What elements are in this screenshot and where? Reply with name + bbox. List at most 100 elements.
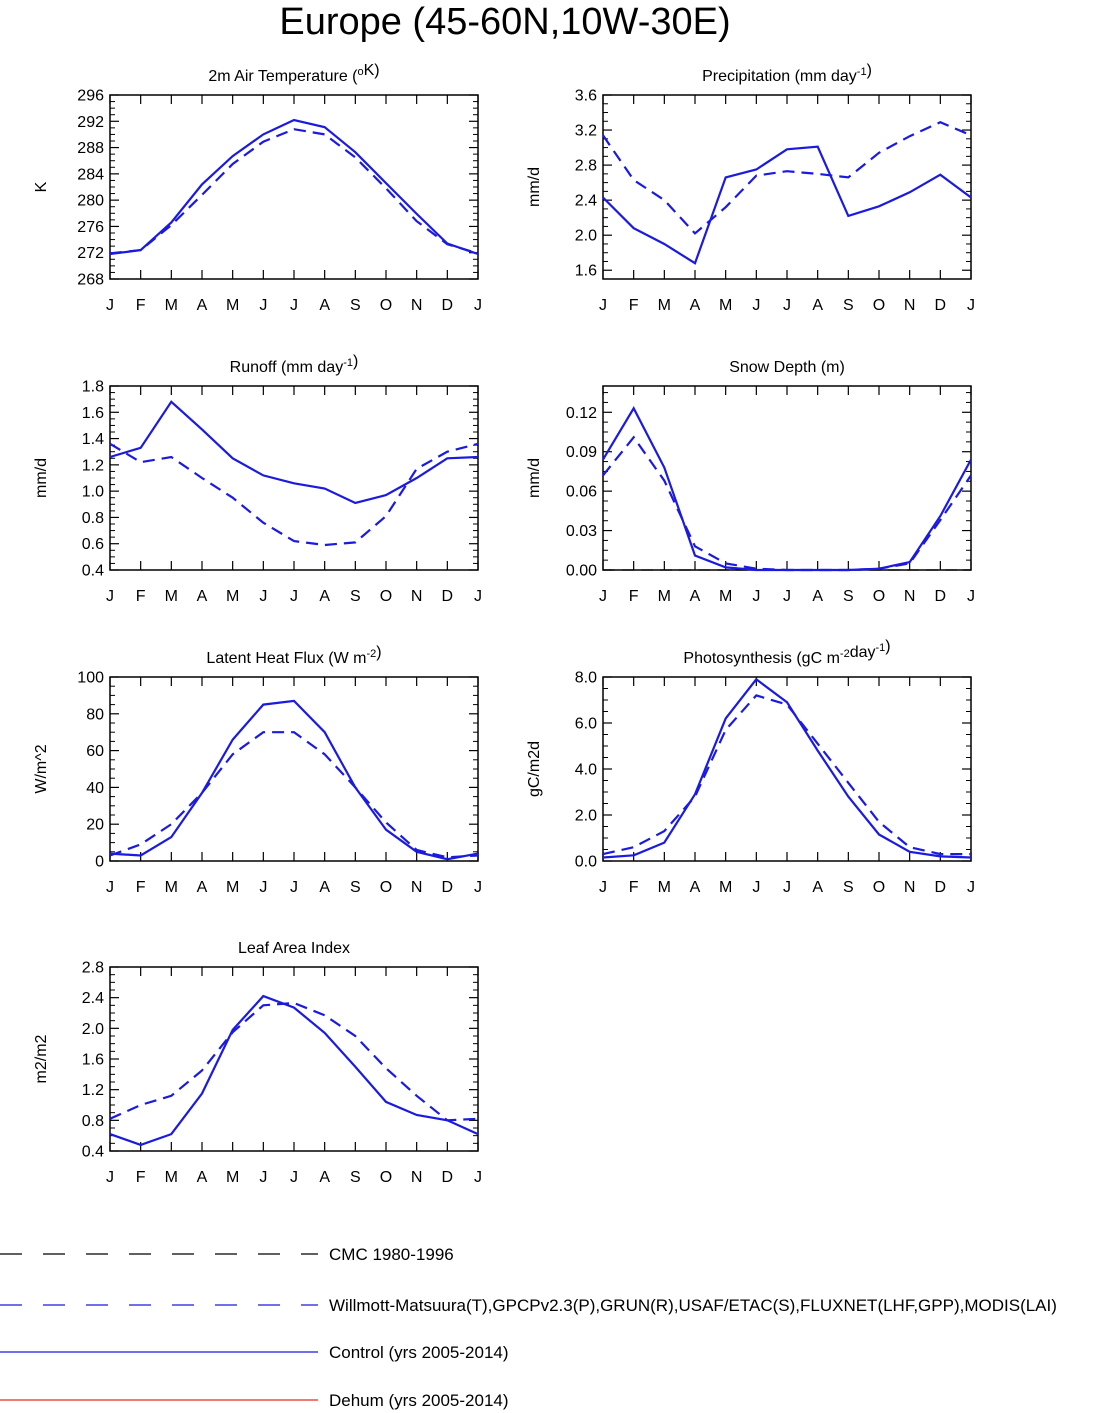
- y-tick-label: 40: [86, 780, 104, 797]
- x-tick-label: J: [967, 879, 975, 896]
- x-tick-label: J: [599, 297, 607, 314]
- x-tick-label: J: [474, 588, 482, 605]
- x-tick-label: J: [106, 297, 114, 314]
- y-tick-label: 2.4: [575, 193, 597, 210]
- x-tick-label: D: [442, 297, 454, 314]
- legend-label-control: Control (yrs 2005-2014): [329, 1343, 509, 1362]
- x-tick-label: A: [690, 297, 701, 314]
- x-tick-label: F: [629, 879, 639, 896]
- x-tick-label: S: [843, 297, 854, 314]
- x-tick-label: D: [442, 879, 454, 896]
- series-line-obs: [109, 1001, 479, 1122]
- x-tick-label: J: [106, 1169, 114, 1186]
- y-axis-label: mm/d: [526, 458, 543, 498]
- legend-label-dehum: Dehum (yrs 2005-2014): [329, 1391, 509, 1410]
- x-tick-label: J: [259, 879, 267, 896]
- x-tick-label: A: [197, 879, 208, 896]
- series-line-obs: [602, 694, 971, 856]
- y-tick-label: 2.8: [575, 158, 597, 175]
- y-tick-label: 3.6: [575, 88, 597, 105]
- series-line-obs: [602, 120, 972, 235]
- x-tick-label: J: [474, 879, 482, 896]
- y-tick-label: 1.2: [82, 457, 104, 474]
- x-tick-label: D: [935, 297, 947, 314]
- y-tick-label: 280: [77, 193, 104, 210]
- x-tick-label: O: [380, 1169, 392, 1186]
- x-tick-label: M: [658, 588, 671, 605]
- x-tick-label: D: [442, 588, 454, 605]
- legend: CMC 1980-1996 Willmott-Matsuura(T),GPCPv2…: [0, 1245, 1057, 1410]
- x-tick-label: J: [752, 297, 760, 314]
- y-axis-label: m2/m2: [33, 1034, 50, 1083]
- y-tick-label: 1.0: [82, 484, 104, 501]
- plot-frame: [109, 966, 479, 1152]
- y-tick-label: 20: [86, 817, 104, 834]
- x-tick-label: J: [783, 588, 791, 605]
- panel-precip: Precipitation (mm day-1) mm/d 1.6 2.0 2.4 2.8…: [526, 62, 975, 314]
- x-tick-label: O: [380, 879, 392, 896]
- y-tick-label: 1.6: [575, 263, 597, 280]
- x-tick-label: J: [599, 588, 607, 605]
- y-axis-label: W/m^2: [33, 744, 50, 793]
- x-tick-label: M: [719, 297, 732, 314]
- y-tick-label: 2.4: [82, 990, 104, 1007]
- y-tick-label: 2.0: [575, 808, 597, 825]
- y-tick-label: 276: [77, 219, 104, 236]
- panel-title: Latent Heat Flux (W m-2): [206, 644, 381, 667]
- legend-label-obs: Willmott-Matsuura(T),GPCPv2.3(P),GRUN(R)…: [329, 1296, 1057, 1315]
- x-tick-label: O: [380, 297, 392, 314]
- y-tick-label: 8.0: [575, 670, 597, 687]
- series-line-control: [602, 145, 972, 265]
- x-tick-label: A: [812, 588, 823, 605]
- x-tick-label: F: [136, 588, 146, 605]
- x-tick-label: D: [935, 879, 947, 896]
- x-tick-label: J: [259, 1169, 267, 1186]
- panel-title: Leaf Area Index: [238, 940, 350, 957]
- x-tick-label: S: [843, 588, 854, 605]
- x-tick-label: M: [226, 879, 239, 896]
- x-tick-label: M: [658, 879, 671, 896]
- x-tick-label: A: [812, 297, 823, 314]
- x-tick-label: J: [290, 879, 298, 896]
- y-tick-label: 100: [77, 670, 104, 687]
- x-tick-label: A: [197, 297, 208, 314]
- series-line-control: [602, 677, 972, 859]
- x-tick-label: N: [904, 879, 916, 896]
- x-tick-label: J: [106, 879, 114, 896]
- y-tick-label: 6.0: [575, 716, 597, 733]
- y-tick-label: 0.12: [566, 405, 597, 422]
- y-tick-label: 4.0: [575, 762, 597, 779]
- series-line-control: [109, 118, 479, 256]
- x-tick-label: J: [783, 879, 791, 896]
- y-tick-label: 2.0: [82, 1021, 104, 1038]
- y-tick-label: 80: [86, 706, 104, 723]
- x-tick-label: J: [967, 588, 975, 605]
- x-tick-label: N: [904, 588, 916, 605]
- y-tick-label: 0.8: [82, 510, 104, 527]
- y-tick-label: 0.00: [566, 563, 597, 580]
- x-tick-label: M: [165, 1169, 178, 1186]
- series-line-control: [109, 994, 479, 1147]
- x-tick-label: F: [136, 1169, 146, 1186]
- x-tick-label: N: [411, 879, 423, 896]
- panel-lhf: Latent Heat Flux (W m-2) W/m^2 0 20 40 60 80 10…: [33, 644, 482, 896]
- y-tick-label: 2.8: [82, 960, 104, 977]
- legend-label-cmc: CMC 1980-1996: [329, 1245, 454, 1264]
- y-tick-label: 1.2: [82, 1082, 104, 1099]
- x-tick-label: J: [752, 588, 760, 605]
- x-tick-label: A: [197, 588, 208, 605]
- x-tick-label: A: [319, 879, 330, 896]
- x-tick-label: A: [319, 588, 330, 605]
- y-tick-label: 272: [77, 245, 104, 262]
- x-tick-label: J: [752, 879, 760, 896]
- x-tick-label: J: [259, 588, 267, 605]
- x-tick-label: J: [290, 297, 298, 314]
- x-tick-label: J: [967, 297, 975, 314]
- y-tick-label: 284: [77, 166, 104, 183]
- y-axis-label: K: [33, 181, 50, 192]
- x-tick-label: M: [719, 588, 732, 605]
- x-tick-label: N: [411, 588, 423, 605]
- x-tick-label: O: [873, 588, 885, 605]
- x-tick-label: F: [136, 297, 146, 314]
